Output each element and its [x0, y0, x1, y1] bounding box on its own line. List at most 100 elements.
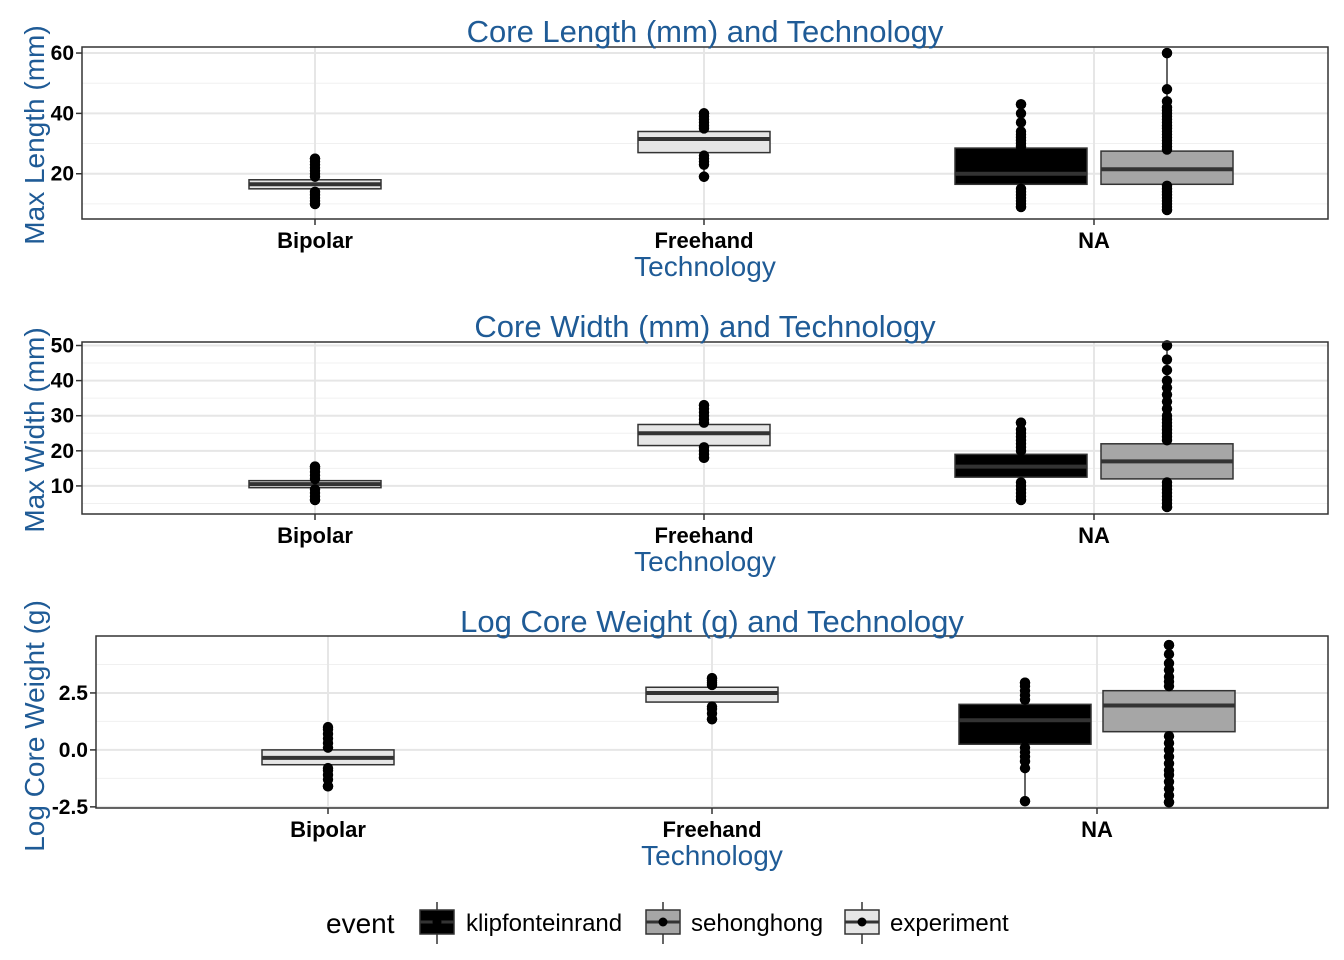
data-point — [322, 781, 334, 792]
x-tick-label: Freehand — [662, 817, 761, 842]
data-point — [1163, 797, 1175, 808]
data-point — [1015, 183, 1027, 195]
data-point — [1161, 96, 1173, 107]
data-point — [1015, 477, 1027, 488]
data-point — [309, 186, 321, 198]
data-point — [1019, 795, 1031, 807]
data-point — [1015, 108, 1027, 119]
data-point — [1163, 731, 1175, 742]
x-tick-label: Freehand — [654, 523, 753, 548]
data-point — [309, 153, 321, 164]
y-tick-label: 30 — [51, 405, 74, 428]
box-body — [958, 703, 1092, 745]
box-freehand-experiment — [645, 672, 779, 725]
legend: event klipfonteinrand sehonghong experiment — [326, 902, 1009, 944]
data-point — [1161, 204, 1173, 216]
box-freehand-experiment — [637, 108, 771, 182]
x-tick-label: NA — [1081, 817, 1113, 842]
box-na-sehonghong — [1100, 340, 1234, 513]
legend-label: klipfonteinrand — [466, 910, 622, 937]
data-point — [1019, 742, 1031, 753]
box-bipolar-experiment — [248, 153, 382, 210]
data-point — [1015, 117, 1027, 128]
data-point — [1015, 417, 1027, 428]
data-point — [309, 461, 321, 472]
data-point — [1163, 649, 1175, 660]
panel-1: 20 40 60 Bipolar Freehand NA Core Length (mm) … — [19, 14, 1329, 282]
y-axis-label: Max Length (mm) — [19, 25, 50, 244]
box-na-klipfonteinrand — [958, 677, 1092, 807]
legend-label: sehonghong — [691, 910, 823, 937]
y-tick-label: 10 — [51, 475, 74, 498]
data-point — [698, 452, 710, 464]
data-point — [1015, 126, 1027, 137]
data-point — [698, 171, 710, 182]
y-tick-label: -2.5 — [52, 796, 89, 819]
legend-key-experiment — [844, 902, 880, 944]
panel-2: 10 20 30 40 50 Bipolar Freehand NA Core Width (m… — [19, 309, 1329, 577]
y-tick-label: 50 — [51, 335, 74, 358]
x-tick-label: Freehand — [654, 228, 753, 253]
x-axis-label: Technology — [634, 546, 776, 577]
data-point — [1015, 99, 1027, 110]
data-point — [309, 494, 321, 506]
legend-title: event — [326, 908, 395, 939]
data-point — [322, 721, 334, 733]
y-axis-label: Log Core Weight (g) — [19, 600, 50, 852]
legend-key-point — [432, 917, 442, 927]
legend-key-point — [658, 917, 668, 927]
legend-key-klipfonteinrand — [419, 902, 455, 944]
data-point — [706, 701, 718, 712]
box-body — [1102, 689, 1236, 733]
chart-title: Log Core Weight (g) and Technology — [460, 604, 964, 639]
y-tick-label: 0.0 — [59, 739, 88, 762]
box-freehand-experiment — [637, 399, 771, 464]
x-axis-label: Technology — [641, 840, 783, 871]
data-point — [1161, 477, 1173, 488]
y-axis-label: Max Width (mm) — [19, 327, 50, 532]
data-point — [706, 713, 718, 725]
y-tick-label: 60 — [51, 42, 74, 65]
plot-border — [81, 46, 1329, 220]
box-na-klipfonteinrand — [954, 99, 1088, 213]
data-point — [1015, 201, 1027, 213]
data-point — [1161, 84, 1173, 95]
y-tick-label: 20 — [51, 440, 74, 463]
box-na-sehonghong — [1102, 639, 1236, 808]
box-body — [637, 130, 771, 154]
x-tick-label: Bipolar — [277, 523, 353, 548]
data-point — [698, 108, 710, 119]
legend-label: experiment — [890, 910, 1009, 937]
legend-key-sehonghong — [645, 902, 681, 944]
data-point — [1161, 354, 1173, 365]
data-point — [1161, 501, 1173, 513]
box-body — [954, 147, 1088, 186]
data-point — [1161, 364, 1173, 376]
data-point — [309, 484, 321, 495]
box-bipolar-experiment — [248, 461, 382, 506]
data-point — [1163, 658, 1175, 669]
chart-title: Core Width (mm) and Technology — [474, 309, 936, 344]
box-na-sehonghong — [1100, 47, 1234, 216]
data-point — [706, 672, 718, 684]
data-point — [698, 442, 710, 453]
data-point — [1161, 375, 1173, 386]
data-point — [1161, 180, 1173, 192]
y-tick-label: 20 — [51, 163, 74, 186]
x-tick-label: Bipolar — [290, 817, 366, 842]
y-tick-label: 2.5 — [59, 682, 89, 705]
chart-title: Core Length (mm) and Technology — [467, 14, 944, 49]
data-point — [698, 150, 710, 161]
legend-key-point — [857, 917, 867, 927]
data-point — [1019, 677, 1031, 688]
data-point — [1015, 494, 1027, 506]
y-tick-label: 40 — [51, 102, 74, 125]
box-bipolar-experiment — [261, 721, 395, 792]
data-point — [309, 198, 321, 210]
data-point — [1163, 639, 1175, 651]
data-point — [1161, 47, 1173, 59]
data-point — [698, 399, 710, 411]
plot-border — [81, 341, 1329, 515]
x-tick-label: Bipolar — [277, 228, 353, 253]
